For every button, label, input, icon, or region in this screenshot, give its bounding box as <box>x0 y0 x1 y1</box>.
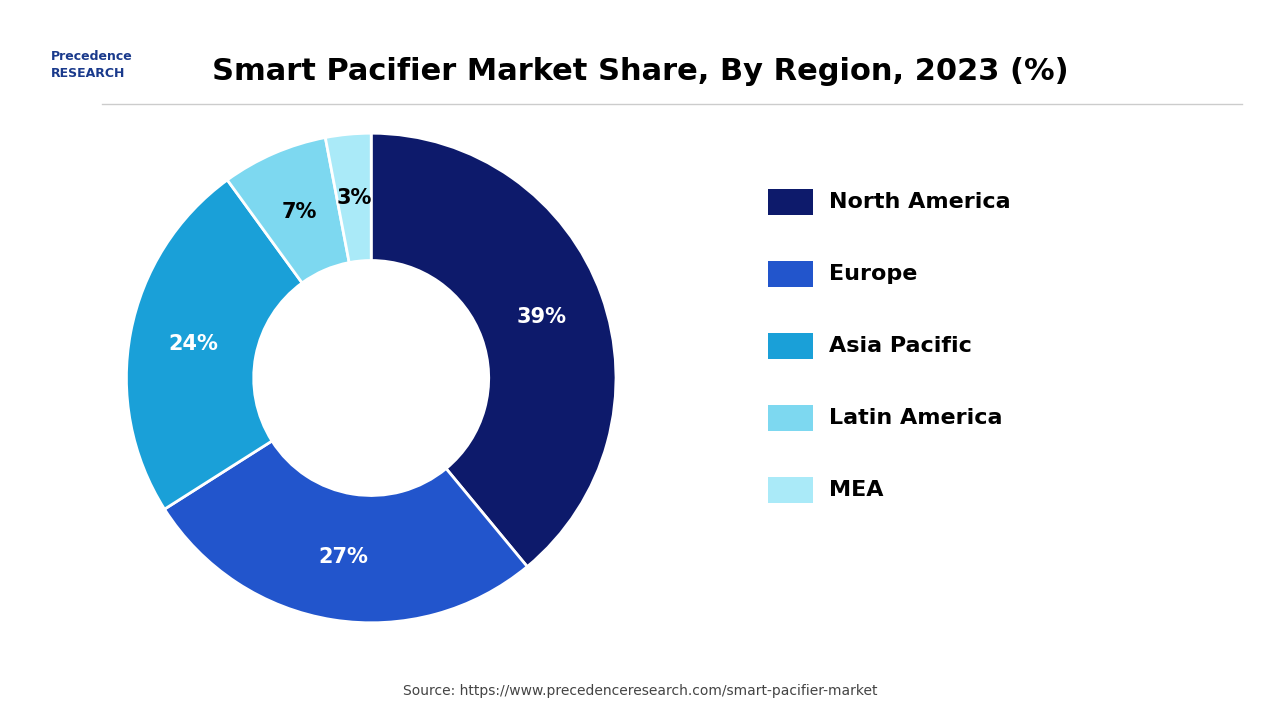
Wedge shape <box>127 180 302 509</box>
Text: 39%: 39% <box>517 307 567 327</box>
Text: 7%: 7% <box>282 202 317 222</box>
Text: Precedence
RESEARCH: Precedence RESEARCH <box>51 50 133 80</box>
Text: Asia Pacific: Asia Pacific <box>829 336 973 356</box>
Wedge shape <box>228 138 349 283</box>
Text: 27%: 27% <box>317 547 367 567</box>
Text: MEA: MEA <box>829 480 884 500</box>
Text: 24%: 24% <box>168 334 218 354</box>
Text: North America: North America <box>829 192 1011 212</box>
Text: Source: https://www.precedenceresearch.com/smart-pacifier-market: Source: https://www.precedenceresearch.c… <box>403 684 877 698</box>
Wedge shape <box>371 133 616 567</box>
Wedge shape <box>325 133 371 263</box>
Text: Smart Pacifier Market Share, By Region, 2023 (%): Smart Pacifier Market Share, By Region, … <box>211 58 1069 86</box>
Text: 3%: 3% <box>337 188 371 207</box>
Wedge shape <box>165 441 527 623</box>
Text: Europe: Europe <box>829 264 918 284</box>
Text: Latin America: Latin America <box>829 408 1004 428</box>
